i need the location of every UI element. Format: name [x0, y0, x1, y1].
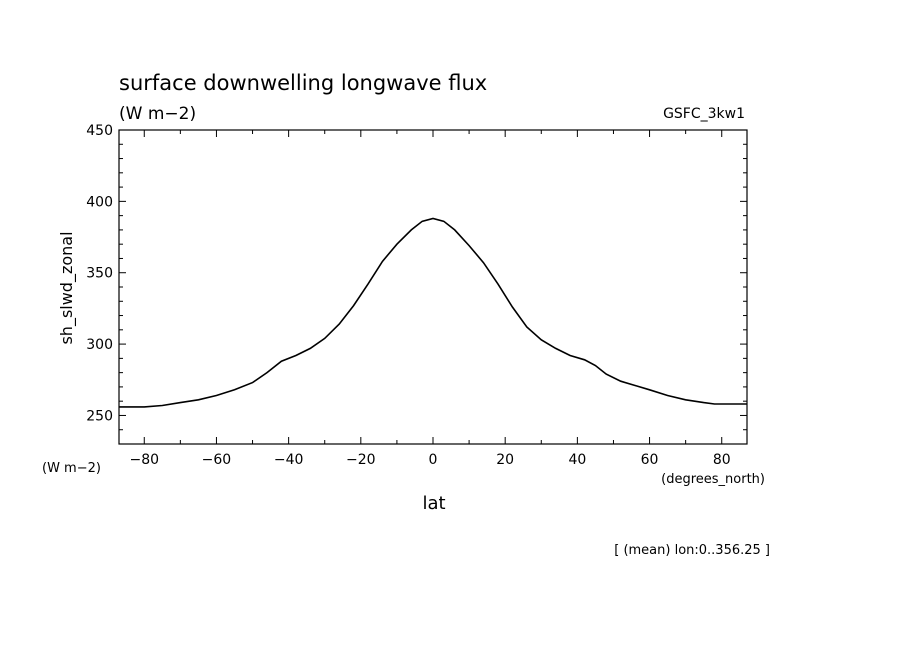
x-axis-label: lat: [422, 493, 445, 514]
x-tick-label: 80: [713, 452, 731, 468]
data-line: [119, 217, 747, 408]
x-tick-label: 60: [641, 452, 659, 468]
x-tick-label: 20: [496, 452, 514, 468]
y-unit-label: (W m−2): [42, 461, 101, 476]
footnote: [ (mean) lon:0..356.25 ]: [614, 543, 770, 558]
x-tick-label: −80: [129, 452, 159, 468]
x-unit-label: (degrees_north): [661, 472, 765, 487]
x-tick-label: 40: [568, 452, 586, 468]
x-tick-label: 0: [429, 452, 438, 468]
y-tick-label: 350: [86, 266, 113, 282]
x-tick-label: −20: [346, 452, 376, 468]
y-axis-label: sh_slwd_zonal: [57, 231, 77, 344]
units-label: (W m−2): [119, 104, 196, 124]
x-tick-label: −40: [274, 452, 304, 468]
x-tick-label: −60: [202, 452, 232, 468]
chart-title: surface downwelling longwave flux: [119, 71, 487, 95]
y-tick-label: 300: [86, 337, 113, 353]
y-tick-label: 450: [86, 123, 113, 139]
y-tick-label: 400: [86, 194, 113, 210]
y-tick-label: 250: [86, 408, 113, 424]
dataset-label: GSFC_3kw1: [663, 106, 745, 122]
